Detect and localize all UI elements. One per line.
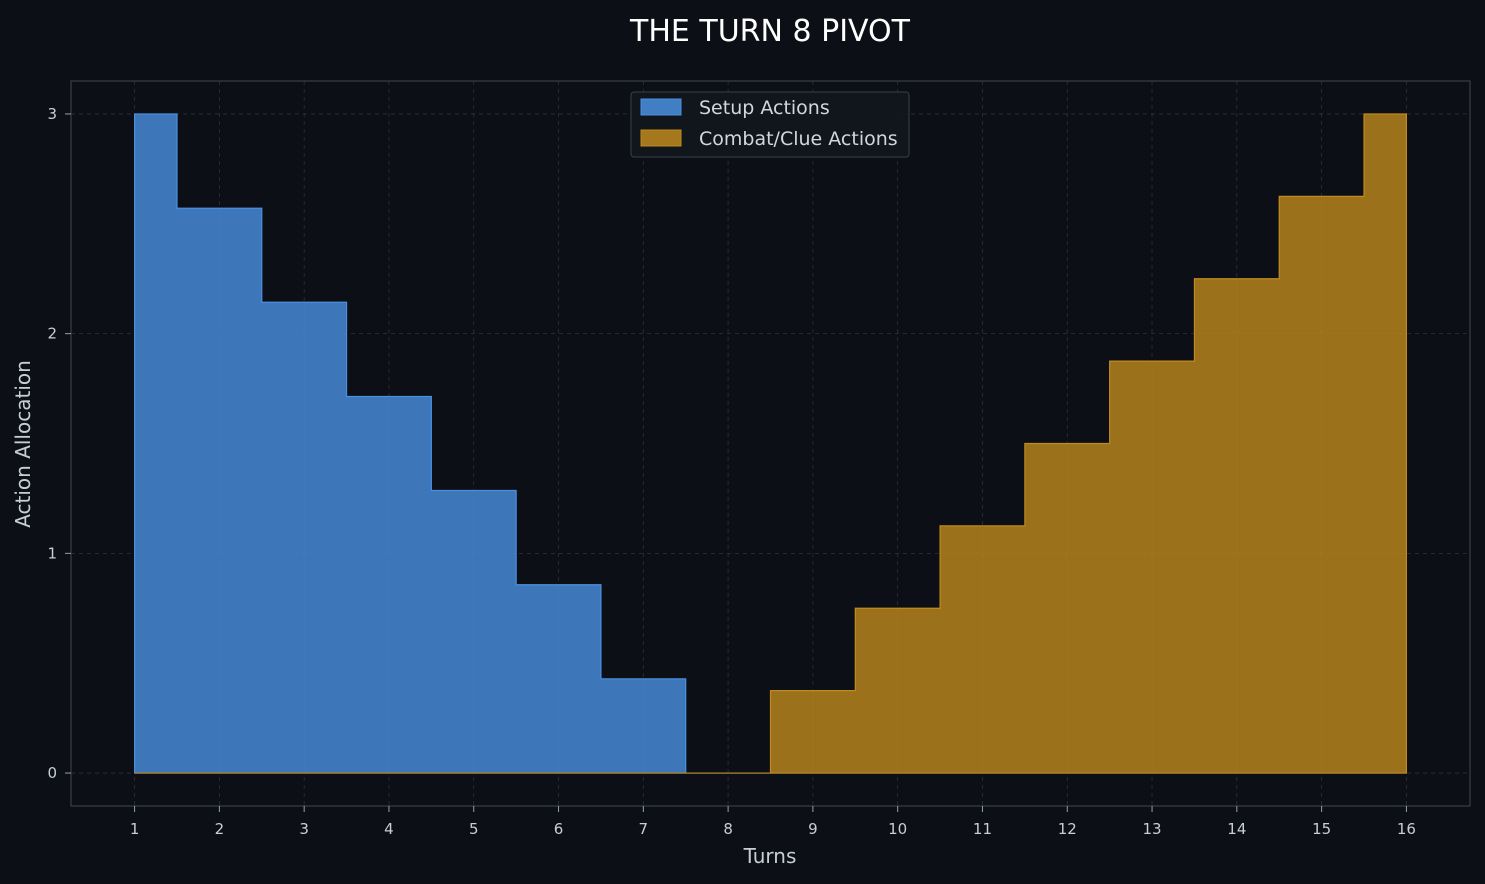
y-tick-label: 1 (47, 544, 57, 562)
x-tick-label: 15 (1312, 820, 1331, 838)
x-tick-label: 16 (1397, 820, 1416, 838)
x-tick-label: 5 (469, 820, 479, 838)
x-tick-label: 8 (723, 820, 733, 838)
legend-swatch-setup-actions (640, 98, 682, 116)
x-tick-label: 3 (299, 820, 309, 838)
x-tick-label: 2 (215, 820, 225, 838)
x-tick-label: 12 (1058, 820, 1077, 838)
x-tick-label: 4 (384, 820, 394, 838)
x-tick-label: 6 (554, 820, 564, 838)
y-axis-label: Action Allocation (11, 360, 35, 528)
legend-label-combat-clue-actions: Combat/Clue Actions (699, 128, 898, 150)
x-tick-label: 11 (973, 820, 992, 838)
x-tick-label: 9 (808, 820, 818, 838)
series-area-combat-clue-actions (134, 113, 1408, 774)
legend-box (630, 91, 910, 158)
x-axis-label: Turns (743, 844, 797, 868)
y-tick-label: 3 (47, 105, 57, 123)
y-tick-label: 2 (47, 325, 57, 343)
legend-label-setup-actions: Setup Actions (699, 97, 830, 119)
chart-title: THE TURN 8 PIVOT (629, 14, 911, 49)
x-tick-label: 1 (130, 820, 140, 838)
series-layer (133, 113, 1408, 774)
y-tick-label: 0 (47, 764, 57, 782)
x-tick-label: 10 (888, 820, 907, 838)
x-tick-label: 7 (639, 820, 649, 838)
legend-swatch-combat-clue-actions (640, 129, 682, 147)
legend: Setup Actions Combat/Clue Actions (630, 91, 910, 158)
x-tick-label: 13 (1142, 820, 1161, 838)
x-tick-label: 14 (1227, 820, 1246, 838)
